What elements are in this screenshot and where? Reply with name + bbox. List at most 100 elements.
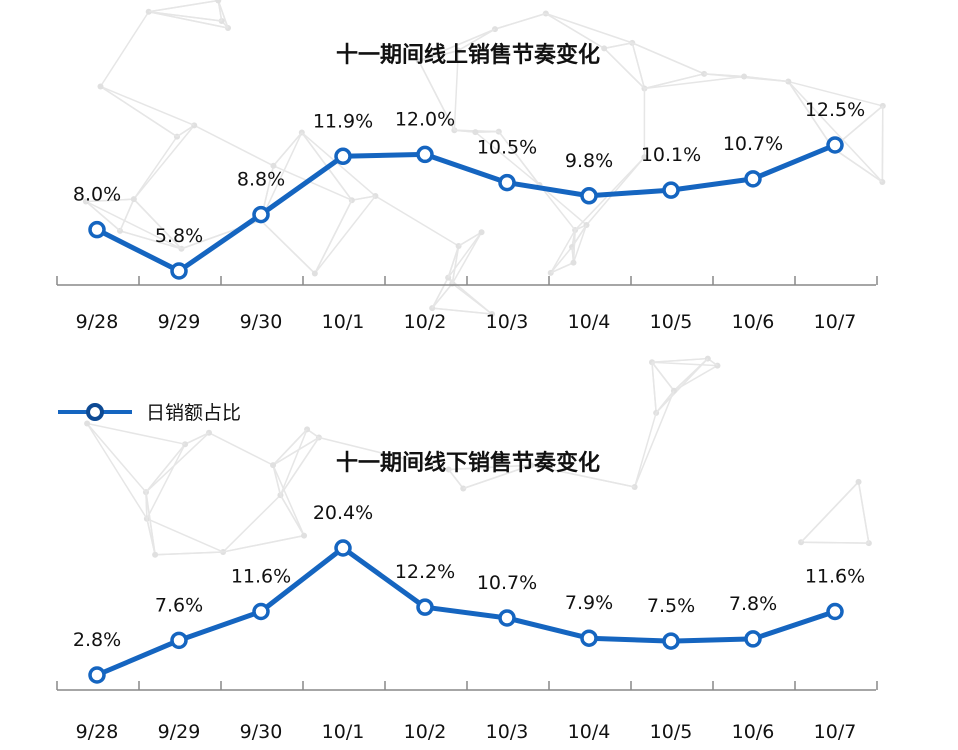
net-line (208, 432, 274, 466)
net-line (604, 42, 633, 50)
net-line (222, 494, 281, 553)
net-line (351, 195, 376, 201)
net-node (215, 0, 222, 4)
net-line (148, 11, 229, 29)
net-line (572, 224, 588, 263)
x-tick-label: 10/3 (486, 311, 529, 333)
x-tick-label: 10/6 (732, 311, 775, 333)
net-line (279, 437, 320, 496)
net-line (272, 428, 308, 466)
data-point (744, 630, 762, 648)
net-line (119, 198, 135, 232)
net-line (119, 230, 182, 250)
data-point (498, 609, 516, 627)
net-line (145, 432, 210, 493)
x-tick-label: 9/28 (76, 311, 119, 333)
x-tick-label: 10/1 (322, 311, 365, 333)
net-node (301, 532, 308, 539)
net-line (222, 534, 305, 553)
data-point (416, 145, 434, 164)
x-tick-label: 10/7 (814, 311, 857, 333)
data-label: 10.7% (723, 133, 783, 155)
net-line (832, 147, 883, 183)
net-line (418, 49, 459, 62)
data-point (662, 181, 680, 199)
net-line (704, 73, 745, 78)
net-line (260, 219, 316, 274)
legend-marker-icon (86, 403, 104, 421)
net-line (651, 357, 708, 364)
net-line (418, 28, 496, 62)
x-tick-label: 10/7 (814, 721, 857, 743)
net-line (279, 429, 308, 496)
x-tick-label: 10/4 (568, 721, 611, 743)
net-line (217, 0, 229, 29)
net-line (633, 412, 657, 488)
net-line (644, 75, 745, 90)
net-line (146, 443, 186, 520)
data-label: 2.8% (73, 629, 121, 651)
data-label: 12.0% (395, 108, 455, 130)
data-label: 12.5% (805, 99, 865, 121)
net-line (539, 184, 587, 226)
net-node (570, 259, 577, 266)
series-line (95, 142, 836, 274)
net-line (375, 195, 459, 247)
net-line (651, 361, 718, 367)
data-point (170, 631, 188, 650)
net-line (260, 132, 303, 221)
net-line (454, 129, 476, 133)
net-line (538, 184, 576, 231)
net-node (855, 478, 862, 485)
net-node (97, 83, 104, 90)
net-line (184, 432, 210, 445)
net-line (545, 12, 633, 44)
net-line (272, 464, 305, 536)
x-tick-label: 9/29 (158, 311, 201, 333)
net-line (801, 541, 869, 544)
net-line (272, 464, 282, 496)
net-line (800, 481, 860, 543)
net-line (145, 492, 156, 555)
net-line (550, 262, 574, 274)
net-line (743, 75, 789, 83)
net-line (133, 198, 182, 250)
net-line (857, 481, 870, 544)
x-tick-label: 10/1 (322, 721, 365, 743)
data-point (334, 539, 352, 557)
data-point (744, 170, 762, 188)
data-point (826, 602, 844, 621)
net-line (418, 60, 456, 131)
data-point (252, 205, 270, 224)
net-line (133, 124, 195, 200)
net-line (85, 200, 182, 250)
x-tick-label: 10/5 (650, 721, 693, 743)
net-line (531, 464, 635, 488)
net-line (651, 362, 657, 413)
x-tick-label: 10/3 (486, 721, 529, 743)
net-line (498, 131, 541, 186)
net-line (148, 0, 219, 13)
net-line (314, 199, 353, 274)
data-label: 8.0% (73, 184, 121, 206)
net-line (431, 277, 449, 309)
net-node (270, 162, 277, 169)
net-line (550, 229, 576, 274)
net-line (447, 231, 483, 279)
chart-online: 8.0% 9/28 5.8% 9/29 8.8% 9/30 11.9% 10/1 12.0% 10… (56, 99, 878, 333)
net-line (145, 443, 186, 493)
x-tick-label: 10/2 (404, 311, 447, 333)
net-node (472, 129, 479, 136)
data-point (662, 632, 680, 650)
net-line (631, 42, 705, 75)
net-line (451, 231, 483, 284)
net-line (447, 245, 460, 278)
net-node (601, 45, 608, 52)
data-label: 9.8% (565, 150, 613, 172)
data-point (334, 147, 352, 166)
data-label: 20.4% (313, 502, 373, 524)
data-label: 7.5% (647, 595, 695, 617)
legend-label: 日销额占比 (146, 402, 241, 424)
data-point (416, 598, 434, 616)
